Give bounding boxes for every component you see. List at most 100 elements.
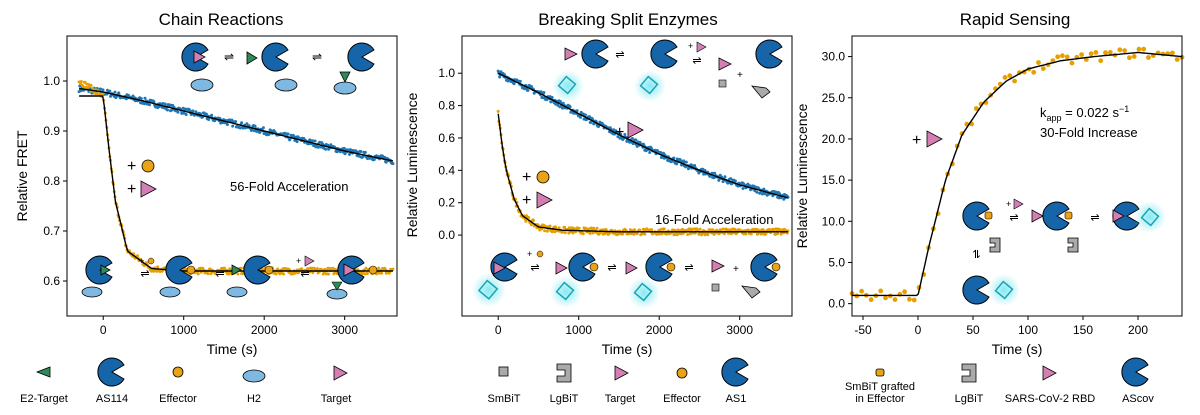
data-point <box>324 147 328 151</box>
data-point <box>762 187 766 191</box>
target-triangle-icon <box>493 261 506 275</box>
target-triangle-icon <box>1013 198 1024 210</box>
data-point <box>583 113 587 117</box>
data-point <box>756 232 759 236</box>
x-tick-label: 200 <box>1128 323 1148 337</box>
data-point <box>723 175 727 179</box>
data-point <box>1093 50 1099 55</box>
y-tick-label: 15.0 <box>822 173 846 187</box>
data-point <box>1055 54 1061 60</box>
smbit-legend-icon <box>498 366 509 377</box>
data-point <box>261 126 265 130</box>
data-point <box>557 226 561 230</box>
data-point <box>1064 54 1070 60</box>
data-point <box>160 269 164 273</box>
y-tick-label: 0.2 <box>438 196 455 210</box>
fit-line <box>497 72 789 199</box>
data-point <box>276 267 280 271</box>
data-point <box>316 145 320 149</box>
plus-label: + <box>139 256 144 266</box>
glow <box>988 274 1020 306</box>
smbit-grafted-legend-icon <box>875 368 885 377</box>
data-point <box>563 231 567 235</box>
effector-icon <box>666 262 676 272</box>
data-point <box>733 228 737 232</box>
as1-protein-icon <box>568 252 596 282</box>
x-tick-label: 1000 <box>565 323 592 337</box>
data-point <box>182 111 186 115</box>
y-axis-ticks: 0.6 0.7 0.8 0.9 1.0 <box>43 74 67 288</box>
data-point <box>306 267 310 271</box>
y-axis-label: Relative FRET <box>14 130 30 221</box>
data-point <box>579 115 582 119</box>
data-point <box>717 178 721 182</box>
chart-title: Chain Reactions <box>159 10 284 29</box>
data-point <box>543 229 547 233</box>
h2-icon <box>159 286 181 298</box>
data-point <box>548 224 552 228</box>
y-axis-label: Relative Luminescence <box>404 92 420 237</box>
chart-title: Rapid Sensing <box>960 10 1071 29</box>
data-point <box>496 109 500 113</box>
kapp-label: kapp = 0.022 s−1 <box>1040 104 1129 123</box>
data-point <box>907 296 912 302</box>
data-point <box>286 132 290 136</box>
data-point <box>210 113 214 117</box>
y-tick-label: 0.8 <box>438 99 455 113</box>
sensing-scheme: + ⇌ ⇌ ⇌ <box>962 198 1166 306</box>
acceleration-label: 16-Fold Acceleration <box>655 212 774 227</box>
x-tick-label: 150 <box>1073 323 1093 337</box>
data-point <box>79 80 83 83</box>
data-point <box>391 267 395 271</box>
data-point <box>512 82 516 86</box>
fit-lines <box>852 51 1183 297</box>
data-point <box>361 271 365 275</box>
h2-icon <box>190 78 214 92</box>
data-point <box>282 272 286 276</box>
data-point <box>550 96 554 99</box>
plot-frame <box>461 35 793 317</box>
data-point <box>383 155 387 159</box>
x-axis-label: Time (s) <box>992 341 1043 357</box>
legend-label: SmBiT <box>488 393 521 405</box>
x-tick-label: 1000 <box>170 323 197 337</box>
target-legend-icon <box>333 365 348 381</box>
y-tick-label: 20.0 <box>822 132 846 146</box>
data-point <box>878 288 884 294</box>
data-point <box>1036 60 1041 65</box>
pacman-shape <box>85 255 113 285</box>
data-point <box>713 171 717 175</box>
data-point <box>234 120 238 123</box>
data-point <box>689 232 692 236</box>
h2-legend-icon <box>242 369 266 383</box>
data-point <box>1060 53 1065 59</box>
data-point <box>911 297 917 303</box>
data-point <box>577 226 581 230</box>
data-point <box>93 91 97 95</box>
fit-line <box>497 113 788 233</box>
glow <box>550 276 582 308</box>
data-point <box>973 106 979 111</box>
plus-sign: + <box>127 158 136 175</box>
data-point <box>1031 69 1037 75</box>
plus-sign: + <box>127 181 136 198</box>
lgbit-icon <box>633 282 653 302</box>
data-point <box>1174 57 1180 62</box>
data-point <box>171 103 175 107</box>
data-point <box>318 140 322 144</box>
plot-frame <box>851 35 1183 317</box>
target-triangle-icon <box>926 130 943 148</box>
data-point <box>595 226 599 230</box>
x-axis-label: Time (s) <box>602 341 653 357</box>
target-triangle-icon <box>718 57 732 71</box>
glow <box>552 70 584 102</box>
x-axis-ticks: -50 0 50 100 150 200 <box>854 316 1148 337</box>
legend: E2-Target AS114 Effector H2 Target <box>20 357 351 405</box>
y-tick-label: 1.0 <box>438 66 455 80</box>
data-point <box>108 89 112 93</box>
data-point <box>253 124 257 128</box>
glow <box>1134 201 1166 233</box>
data-point <box>238 126 242 130</box>
data-point <box>859 288 864 294</box>
y-tick-label: 0.6 <box>438 131 455 145</box>
